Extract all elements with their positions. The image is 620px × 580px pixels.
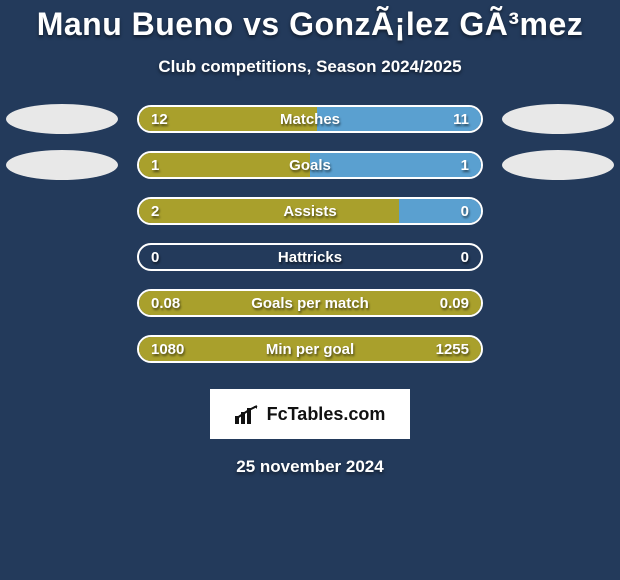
page-title: Manu Bueno vs GonzÃ¡lez GÃ³mez (0, 6, 620, 43)
stat-bar: 1080Min per goal1255 (137, 335, 483, 363)
stat-row: 0.08Goals per match0.09 (0, 289, 620, 317)
logo-badge: FcTables.com (210, 389, 410, 439)
stat-label: Matches (139, 107, 481, 131)
player2-value: 0.09 (440, 291, 469, 315)
comparison-widget: Manu Bueno vs GonzÃ¡lez GÃ³mez Club comp… (0, 0, 620, 477)
stat-bar: 2Assists0 (137, 197, 483, 225)
logo-text: FcTables.com (267, 404, 386, 425)
player1-oval (6, 104, 118, 134)
stat-bar: 0Hattricks0 (137, 243, 483, 271)
player2-value: 0 (461, 245, 469, 269)
stat-label: Hattricks (139, 245, 481, 269)
stat-row: 0Hattricks0 (0, 243, 620, 271)
fctables-icon (235, 404, 261, 424)
stat-label: Assists (139, 199, 481, 223)
player2-value: 0 (461, 199, 469, 223)
player2-value: 1255 (436, 337, 469, 361)
stat-row: 12Matches11 (0, 105, 620, 133)
stat-bar: 1Goals1 (137, 151, 483, 179)
stat-bar: 0.08Goals per match0.09 (137, 289, 483, 317)
player2-oval (502, 150, 614, 180)
stat-label: Goals (139, 153, 481, 177)
player1-oval (6, 150, 118, 180)
player2-oval (502, 104, 614, 134)
player2-value: 11 (453, 107, 469, 131)
stat-row: 2Assists0 (0, 197, 620, 225)
stat-bar: 12Matches11 (137, 105, 483, 133)
player2-value: 1 (461, 153, 469, 177)
stat-label: Goals per match (139, 291, 481, 315)
stat-row: 1Goals1 (0, 151, 620, 179)
stat-label: Min per goal (139, 337, 481, 361)
date-label: 25 november 2024 (0, 457, 620, 477)
stat-row: 1080Min per goal1255 (0, 335, 620, 363)
stats-rows: 12Matches111Goals12Assists00Hattricks00.… (0, 105, 620, 363)
subtitle: Club competitions, Season 2024/2025 (0, 57, 620, 77)
